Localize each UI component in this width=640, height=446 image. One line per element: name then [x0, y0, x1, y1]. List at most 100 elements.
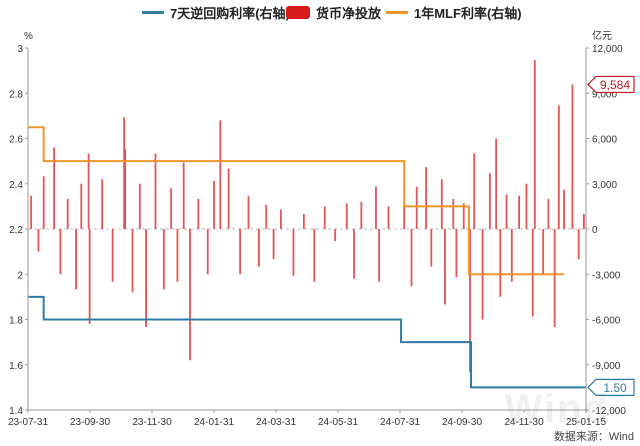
right-tick-label: -9,000 [592, 361, 621, 372]
legend-item-repo7: 7天逆回购利率(右轴) [142, 3, 290, 22]
left-tick-label: 2 [17, 270, 23, 281]
legend-label-net: 货币净投放 [316, 6, 382, 21]
net-injection-bar [547, 198, 550, 229]
net-injection-bar [563, 189, 565, 229]
mlf-rate-line [28, 126, 565, 276]
net-injection-bar [387, 206, 390, 229]
x-tick-label: 24-03-31 [256, 417, 296, 428]
x-tick-label: 24-11-30 [504, 417, 544, 428]
net-injection-bar [488, 173, 491, 229]
net-injection-bar [571, 84, 574, 229]
net-injection-bar [577, 229, 580, 260]
net-injection-bar [440, 179, 443, 229]
net-injection-bar [444, 229, 446, 305]
net-injection-bar [410, 229, 413, 287]
net-injection-bar [258, 229, 260, 267]
net-injection-bar [557, 105, 560, 229]
net-latest-badge-shape [587, 75, 635, 94]
net-injection-bar [345, 203, 348, 229]
net-injection-bar [80, 183, 83, 229]
net-injection-bar [189, 229, 191, 361]
net-injection-bar [403, 203, 406, 229]
net-injection-bar [473, 153, 476, 229]
left-tick-label: 2.6 [9, 135, 23, 146]
repo-latest-badge: 1.50 [587, 378, 635, 396]
left-tick-label: 1.4 [9, 406, 23, 417]
net-injection-bar [170, 188, 173, 229]
net-injection-bar [53, 147, 56, 229]
right-tick-label: 0 [592, 225, 598, 236]
net-latest-badge: 9,584 [587, 75, 635, 94]
net-injection-bar [206, 229, 209, 275]
legend-label-repo7: 7天逆回购利率(右轴) [170, 6, 290, 21]
net-injection-bar [531, 229, 534, 317]
x-tick-label: 24-07-31 [380, 417, 420, 428]
left-tick-label: 2.8 [9, 89, 23, 100]
net-injection-bar [197, 198, 200, 229]
net-injection-bar [272, 229, 275, 260]
legend-item-mlf: 1年MLF利率(右轴) [386, 3, 522, 22]
right-tick-label: -6,000 [592, 316, 621, 327]
net-injection-bar [66, 198, 69, 229]
x-tick-label: 23-09-30 [70, 417, 110, 428]
net-injection-bar [292, 229, 295, 276]
legend-swatch-net [286, 6, 310, 19]
net-injection-bar [375, 186, 377, 229]
net-injection-bar [138, 183, 141, 229]
net-injection-bar [123, 117, 126, 229]
net-injection-bar [323, 206, 326, 229]
repo-latest-badge-label: 1.50 [603, 381, 627, 395]
net-injection-bar [227, 168, 230, 229]
right-tick-label: -3,000 [592, 270, 621, 281]
x-tick-label: 25-01-15 [566, 417, 606, 428]
net-injection-bar [154, 153, 157, 229]
net-injection-bar [334, 229, 337, 242]
net-injection-bar [505, 194, 508, 229]
net-injection-bar [518, 195, 521, 229]
net-injection-bar [219, 120, 222, 229]
x-tick-label: 24-01-31 [194, 417, 234, 428]
net-injection-bar [455, 229, 458, 278]
repo7-rate-line [28, 295, 586, 389]
net-injection-bar [452, 198, 455, 229]
net-injection-bar [430, 229, 433, 267]
net-latest-badge-label: 9,584 [600, 78, 630, 92]
net-injection-bar [360, 201, 363, 229]
net-injection-bars [30, 60, 585, 373]
right-tick-label: 3,000 [592, 180, 617, 191]
net-injection-bar [553, 229, 556, 328]
legend-label-mlf: 1年MLF利率(右轴) [414, 6, 522, 21]
legend-swatch-mlf [386, 11, 408, 14]
x-tick-label: 23-11-30 [132, 417, 172, 428]
net-injection-bar [124, 149, 127, 229]
repo-latest-badge-shape [587, 378, 635, 396]
net-injection-bar [525, 183, 528, 229]
net-injection-bar [313, 229, 316, 282]
net-injection-bar [88, 229, 91, 325]
net-injection-bar [182, 162, 185, 229]
net-injection-bar [37, 229, 40, 252]
left-tick-label: 2.4 [9, 180, 23, 191]
right-axis-unit: 亿元 [592, 29, 612, 42]
net-injection-bar [425, 167, 428, 229]
net-injection-bar [265, 204, 268, 229]
net-injection-bar [87, 153, 90, 229]
net-injection-bar [499, 229, 502, 297]
value-badges: 9,584 1.50 [587, 75, 635, 396]
left-axis-unit: % [24, 31, 33, 42]
net-injection-bar [239, 229, 242, 275]
net-injection-bar [415, 186, 418, 229]
net-injection-bar [75, 229, 77, 290]
net-injection-bar [302, 213, 305, 229]
net-injection-bar [469, 229, 471, 373]
net-injection-bar [533, 60, 536, 229]
x-tick-label: 24-09-30 [442, 417, 482, 428]
left-tick-label: 2.2 [9, 225, 23, 236]
net-injection-bar [101, 179, 104, 229]
net-injection-bar [30, 195, 33, 229]
legend-swatch-repo7 [142, 11, 164, 14]
x-tick-label: 24-05-31 [318, 417, 358, 428]
net-injection-bar [145, 229, 147, 328]
data-source: 数据来源：Wind [553, 431, 634, 443]
net-injection-bar [59, 229, 62, 275]
